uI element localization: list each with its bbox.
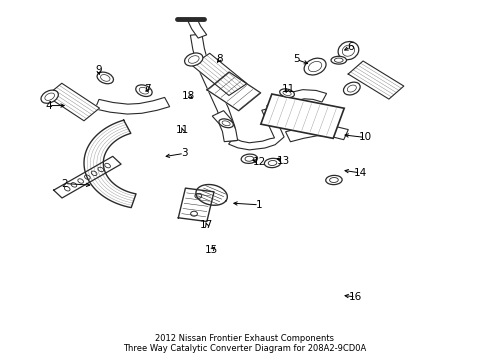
Polygon shape bbox=[191, 53, 246, 95]
Text: 17: 17 bbox=[200, 220, 213, 230]
Text: 11: 11 bbox=[281, 84, 294, 94]
Polygon shape bbox=[84, 120, 136, 208]
Polygon shape bbox=[212, 111, 237, 142]
Polygon shape bbox=[260, 94, 344, 138]
Polygon shape bbox=[285, 125, 347, 142]
Ellipse shape bbox=[136, 85, 152, 96]
Text: 15: 15 bbox=[204, 245, 218, 255]
Text: 18: 18 bbox=[182, 91, 195, 101]
Text: 12: 12 bbox=[252, 157, 265, 167]
Polygon shape bbox=[228, 108, 284, 150]
Text: 10: 10 bbox=[358, 132, 371, 143]
Text: 3: 3 bbox=[181, 148, 187, 158]
Polygon shape bbox=[347, 61, 403, 99]
Ellipse shape bbox=[343, 82, 360, 95]
Polygon shape bbox=[266, 90, 326, 112]
Polygon shape bbox=[95, 98, 169, 114]
Ellipse shape bbox=[264, 158, 280, 168]
Polygon shape bbox=[190, 34, 236, 141]
Ellipse shape bbox=[219, 119, 233, 128]
Polygon shape bbox=[46, 83, 99, 121]
Polygon shape bbox=[54, 156, 121, 198]
Polygon shape bbox=[206, 72, 260, 111]
Text: 2012 Nissan Frontier Exhaust Components
Three Way Catalytic Converter Diagram fo: 2012 Nissan Frontier Exhaust Components … bbox=[122, 334, 366, 353]
Text: 4: 4 bbox=[45, 100, 52, 111]
Text: 14: 14 bbox=[353, 168, 366, 178]
Text: 8: 8 bbox=[216, 54, 222, 64]
Ellipse shape bbox=[241, 154, 257, 163]
Text: 11: 11 bbox=[176, 125, 189, 135]
Text: 5: 5 bbox=[293, 54, 300, 64]
Polygon shape bbox=[196, 185, 227, 205]
Ellipse shape bbox=[279, 89, 294, 98]
Ellipse shape bbox=[97, 72, 113, 84]
Ellipse shape bbox=[325, 175, 342, 185]
Ellipse shape bbox=[41, 90, 58, 103]
Text: 16: 16 bbox=[348, 292, 362, 302]
Ellipse shape bbox=[184, 53, 203, 66]
Text: 9: 9 bbox=[95, 65, 102, 75]
Polygon shape bbox=[188, 19, 206, 38]
Text: 13: 13 bbox=[276, 156, 289, 166]
Polygon shape bbox=[178, 188, 214, 221]
Ellipse shape bbox=[330, 56, 346, 64]
Ellipse shape bbox=[304, 58, 325, 75]
Text: 7: 7 bbox=[144, 84, 151, 94]
Text: 2: 2 bbox=[61, 179, 68, 189]
Ellipse shape bbox=[337, 41, 358, 60]
Text: 1: 1 bbox=[255, 200, 262, 210]
Text: 6: 6 bbox=[347, 42, 353, 52]
